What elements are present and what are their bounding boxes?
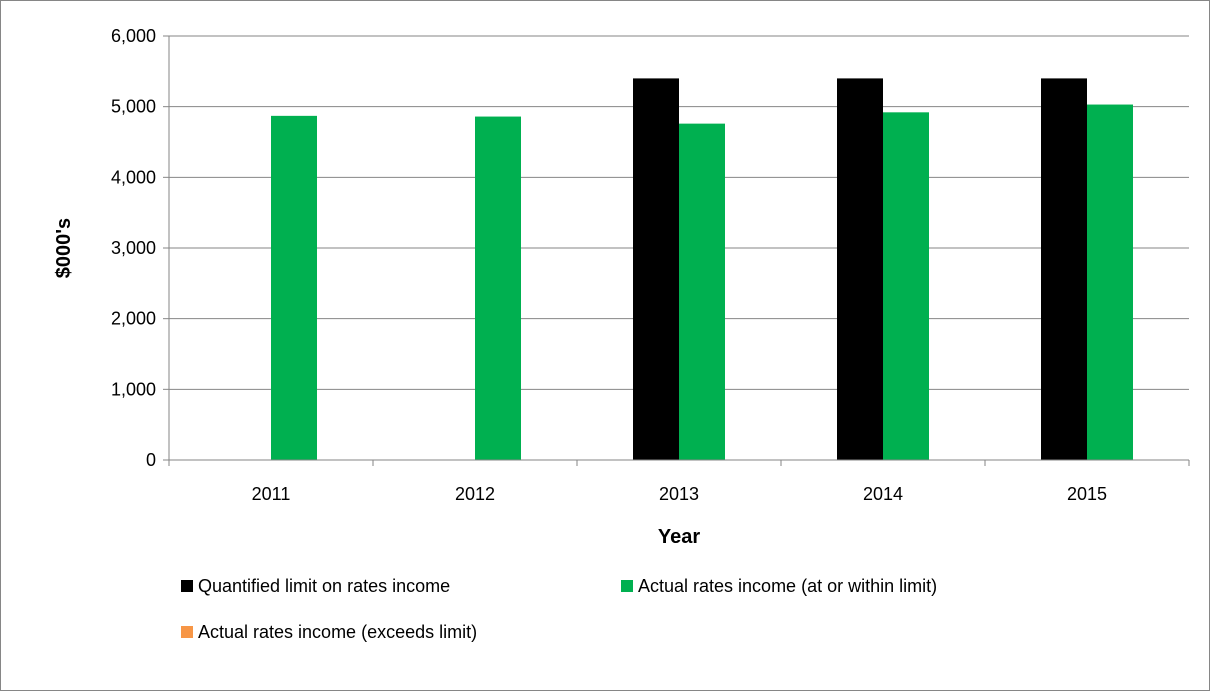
y-tick-label: 0: [146, 450, 156, 470]
bar-actual-within-2011: [271, 115, 317, 460]
legend-swatch: [621, 580, 633, 592]
x-tick-label: 2013: [659, 484, 699, 504]
legend-label: Actual rates income (exceeds limit): [198, 622, 477, 642]
x-axis-title: Year: [658, 526, 700, 548]
legend-label: Actual rates income (at or within limit): [638, 576, 937, 596]
bar-limit-2013: [633, 78, 679, 461]
legend-swatch: [181, 580, 193, 592]
y-tick-label: 2,000: [111, 309, 156, 329]
bar-limit-2014: [837, 78, 883, 461]
bar-actual-within-2015: [1087, 104, 1133, 461]
x-tick-label: 2012: [455, 484, 495, 504]
x-tick-label: 2015: [1067, 484, 1107, 504]
bar-actual-within-2014: [883, 112, 929, 460]
y-tick-label: 5,000: [111, 97, 156, 117]
bar-actual-within-2012: [475, 116, 521, 460]
y-tick-label: 4,000: [111, 167, 156, 187]
bar-limit-2015: [1041, 78, 1087, 461]
y-tick-label: 1,000: [111, 379, 156, 399]
legend-swatch: [181, 626, 193, 638]
x-tick-label: 2014: [863, 484, 903, 504]
axes: [163, 35, 1190, 466]
x-tick-label: 2011: [252, 484, 291, 504]
legend: Quantified limit on rates income Actual r…: [181, 576, 937, 642]
x-tick-labels: 2011 2012 2013 2014 2015: [252, 484, 1107, 504]
legend-label: Quantified limit on rates income: [198, 576, 450, 596]
y-tick-label: 6,000: [111, 26, 156, 46]
bar-actual-within-2013: [679, 123, 725, 461]
y-tick-label: 3,000: [111, 238, 156, 258]
bars: [271, 78, 1133, 461]
y-tick-labels: 0 1,000 2,000 3,000 4,000 5,000 6,000: [111, 26, 156, 470]
y-axis-title: $000's: [53, 218, 75, 278]
